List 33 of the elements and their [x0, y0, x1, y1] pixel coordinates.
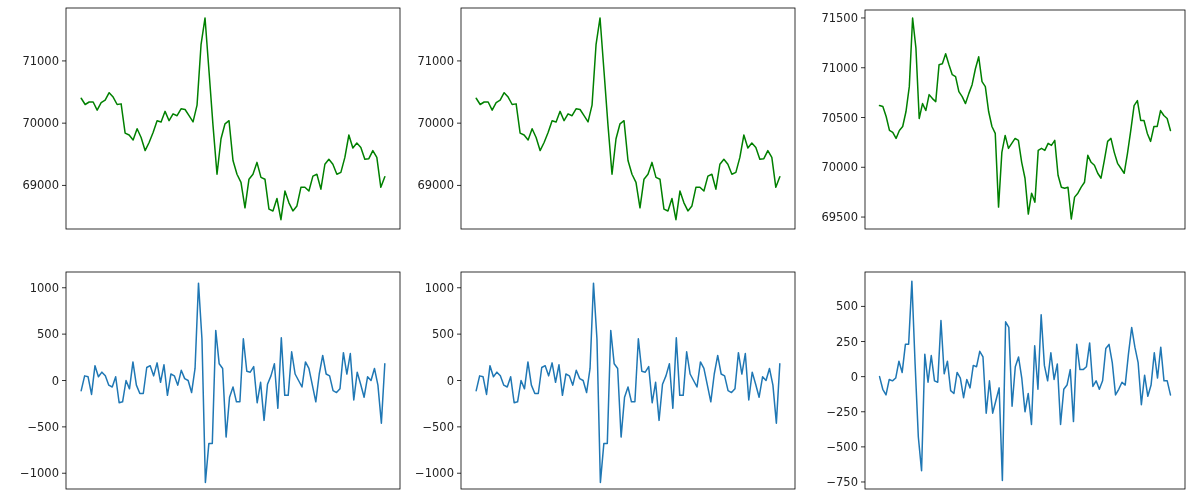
y-tick-label: 0 [51, 373, 59, 388]
y-tick-label: 69000 [417, 178, 454, 193]
line-series [878, 17, 1172, 220]
line-series [80, 17, 386, 221]
y-tick-label: 500 [836, 299, 858, 314]
y-tick-label: −750 [826, 475, 858, 489]
y-tick-label: 250 [836, 334, 858, 349]
y-tick-label: −500 [27, 419, 59, 434]
line-series [475, 17, 781, 221]
y-tick-label: 0 [850, 369, 858, 384]
y-tick-label: 500 [432, 327, 454, 342]
y-tick-label: 69500 [821, 210, 858, 225]
y-tick-label: −500 [422, 419, 454, 434]
line-series [80, 282, 386, 484]
y-tick-label: 1000 [424, 280, 454, 295]
y-tick-label: −1000 [20, 466, 59, 481]
y-tick-label: 70000 [821, 160, 858, 175]
y-tick-label: 500 [37, 327, 59, 342]
y-tick-label: 71000 [821, 60, 858, 75]
y-tick-label: 71000 [22, 53, 59, 68]
y-tick-label: −250 [826, 404, 858, 419]
line-series [475, 282, 781, 484]
y-tick-label: 71500 [821, 10, 858, 25]
y-tick-label: 70000 [417, 116, 454, 131]
y-tick-label: 70500 [821, 110, 858, 125]
y-tick-label: 0 [446, 373, 454, 388]
y-tick-label: 69000 [22, 178, 59, 193]
y-tick-label: −1000 [415, 466, 454, 481]
y-tick-label: 71000 [417, 53, 454, 68]
y-tick-label: 1000 [29, 280, 59, 295]
y-tick-label: 70000 [22, 116, 59, 131]
line-series [878, 280, 1172, 482]
y-tick-label: −500 [826, 439, 858, 454]
